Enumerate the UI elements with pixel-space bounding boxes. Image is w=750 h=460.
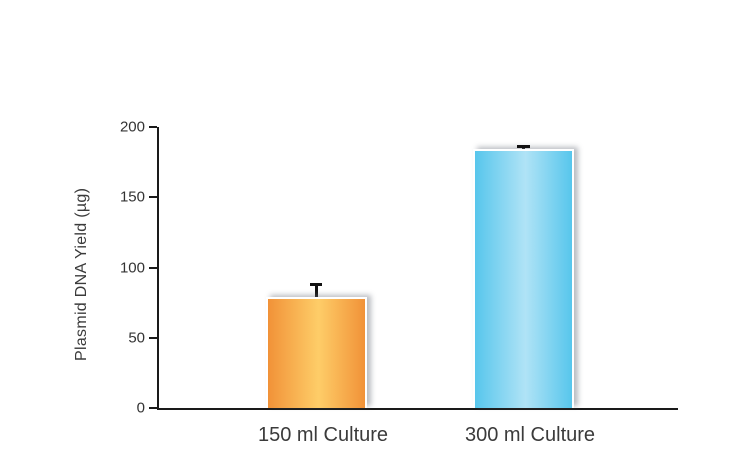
x-tick-label: 150 ml Culture — [257, 424, 389, 446]
y-tick-label: 200 — [119, 118, 145, 136]
y-axis-title: Plasmid DNA Yield (µg) — [73, 187, 90, 361]
y-tick — [149, 266, 157, 269]
plot-area: 0 50 100 150 200 — [120, 119, 678, 417]
error-bar-stem — [314, 283, 318, 305]
bar-300-ml-culture — [472, 149, 574, 408]
error-bar-cap — [516, 145, 530, 148]
y-tick-label: 150 — [119, 188, 145, 206]
bar-150-ml-culture — [265, 297, 367, 408]
y-tick-label: 0 — [136, 399, 145, 417]
y-tick — [149, 126, 157, 128]
plot-inner: 0 50 100 150 200 — [120, 119, 678, 417]
y-tick — [149, 407, 157, 409]
y-tick — [149, 196, 157, 199]
error-bar-cap — [310, 283, 322, 286]
y-tick — [149, 336, 157, 339]
y-tick-label: 100 — [119, 259, 145, 276]
x-tick-label: 300 ml Culture — [464, 424, 596, 446]
y-tick-label: 50 — [128, 329, 145, 347]
